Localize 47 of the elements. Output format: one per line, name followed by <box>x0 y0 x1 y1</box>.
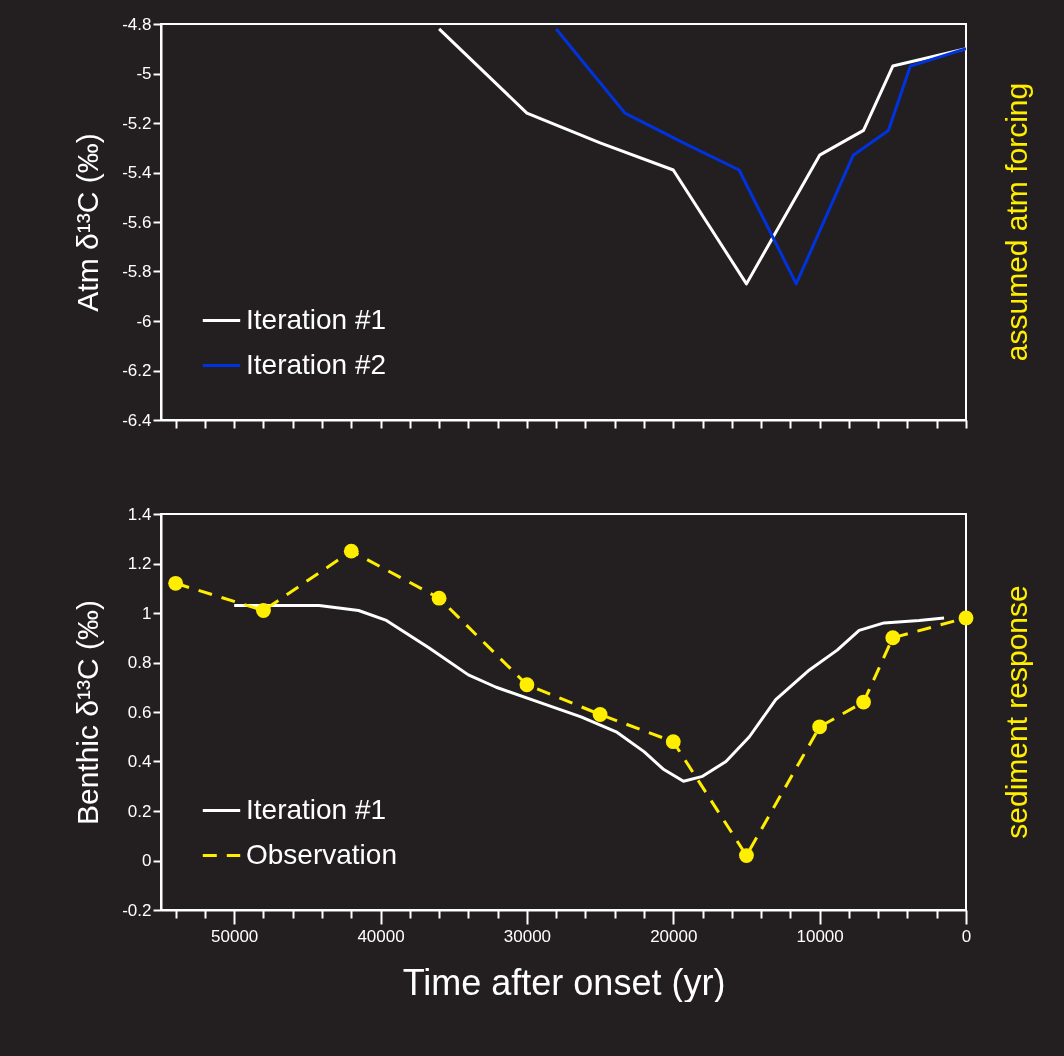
y-tick-label: -0.2 <box>122 900 152 920</box>
legend-label: Iteration #1 <box>246 793 387 825</box>
y-tick-label: -4.8 <box>122 14 152 34</box>
y-tick-label: -5.2 <box>122 113 152 133</box>
point <box>856 694 871 710</box>
point <box>592 707 608 722</box>
point <box>812 719 828 735</box>
point <box>885 630 901 646</box>
text: sediment response <box>1000 585 1033 839</box>
x-tick-label: 10000 <box>796 926 844 946</box>
y-tick-label: -5 <box>136 64 152 83</box>
y-tick-label: -5.4 <box>122 163 152 182</box>
y-tick-label: 0 <box>142 851 152 870</box>
legend-label: Iteration #2 <box>246 348 387 380</box>
point <box>431 590 447 606</box>
y-tick-label: 0.4 <box>127 752 152 771</box>
y-tick-label: 0.2 <box>127 801 152 821</box>
point <box>343 543 359 559</box>
y-tick-label: -6 <box>136 311 152 331</box>
y-tick-label: -5.8 <box>122 262 152 281</box>
x-tick-label: 30000 <box>503 926 552 946</box>
y-tick-label: 1.2 <box>127 554 152 573</box>
point <box>519 677 535 693</box>
legend-label: Observation <box>246 838 397 870</box>
y-axis-title: Atm δ¹³C (‰) <box>71 133 105 312</box>
point <box>665 734 681 750</box>
y-axis-title: Benthic δ¹³C (‰) <box>71 599 105 826</box>
x-tick-label: 40000 <box>357 926 405 946</box>
x-tick-label: 0 <box>961 926 972 946</box>
point <box>958 610 974 626</box>
point <box>256 603 271 618</box>
y-tick-label: -6.2 <box>122 361 152 380</box>
y-tick-label: 1 <box>142 603 152 623</box>
y-tick-label: 0.8 <box>127 653 152 672</box>
y-tick-label: 1.4 <box>127 504 152 524</box>
y-tick-label: -6.4 <box>122 410 152 430</box>
x-axis-title: Time after onset (yr) <box>402 961 726 1003</box>
y-tick-label: 0.6 <box>127 702 152 722</box>
line-series <box>554 27 966 286</box>
x-tick-label: 50000 <box>211 926 259 946</box>
line-series <box>232 604 946 783</box>
point <box>168 575 184 591</box>
y-tick-label: -5.6 <box>122 212 152 232</box>
point <box>739 848 754 863</box>
x-tick-label: 20000 <box>650 926 698 946</box>
text: assumed atm forcing <box>1000 82 1033 362</box>
legend-label: Iteration #1 <box>246 303 387 335</box>
